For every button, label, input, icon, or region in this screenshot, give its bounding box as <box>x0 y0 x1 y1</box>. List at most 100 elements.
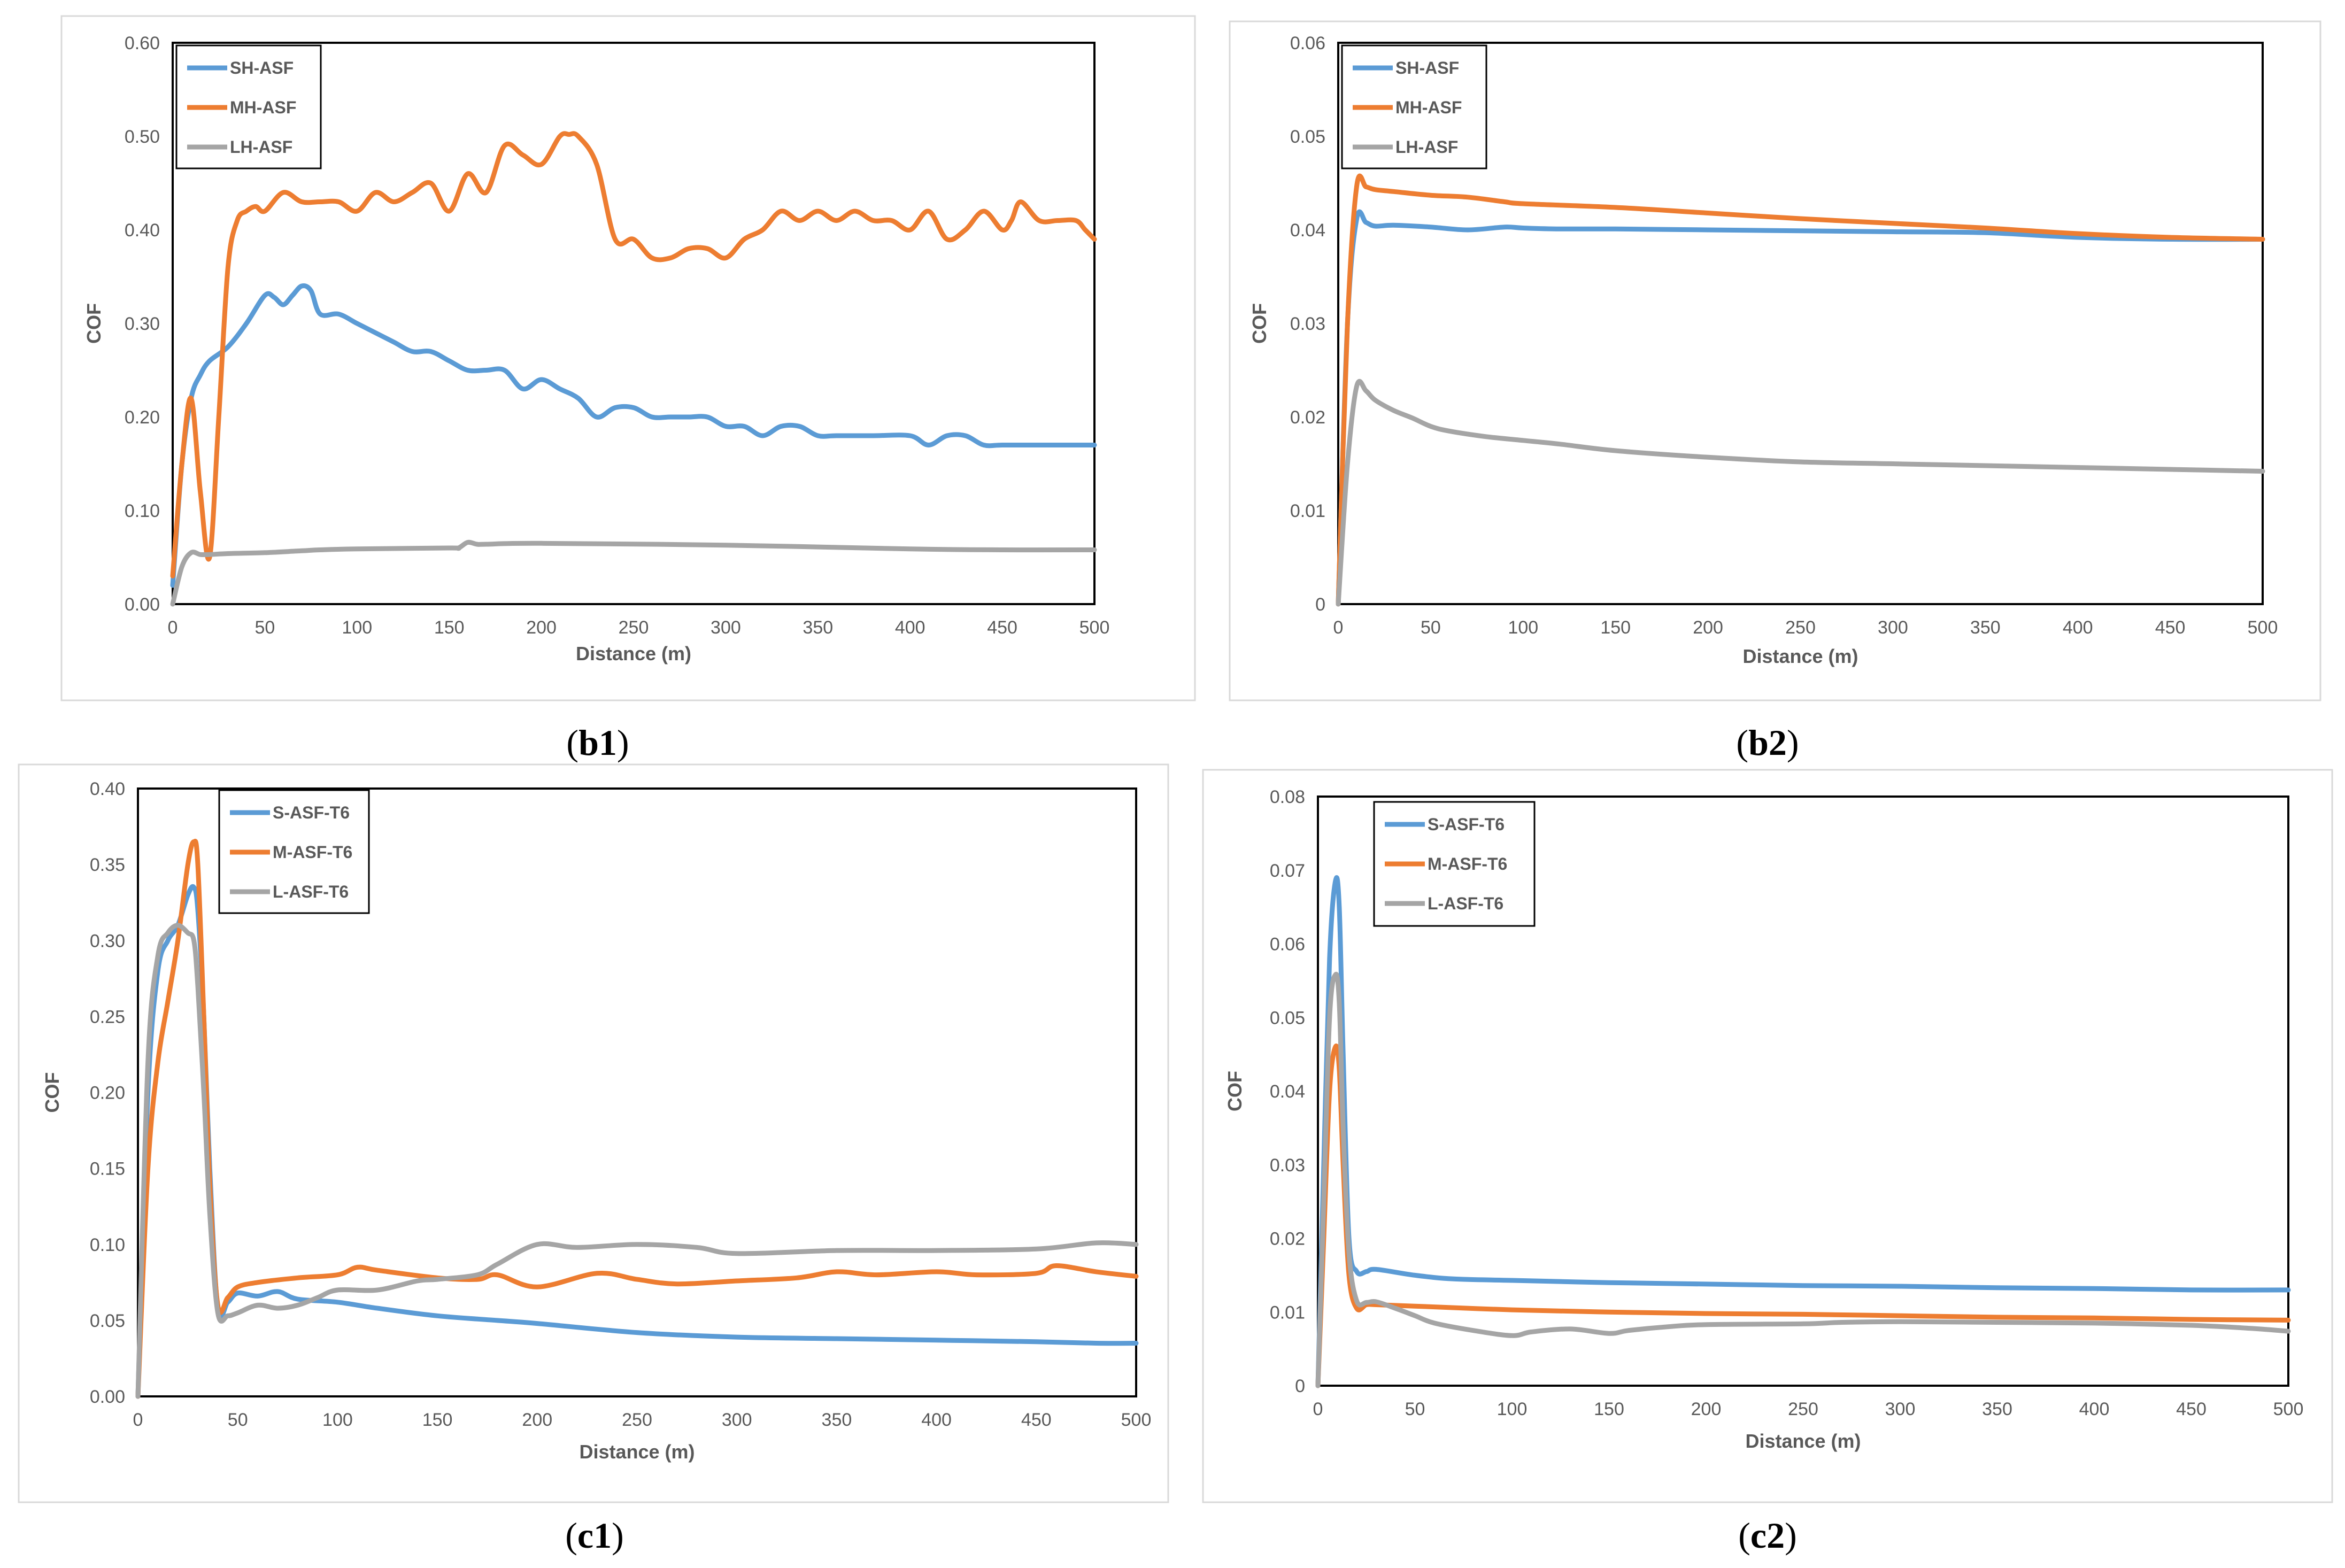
y-axis-title: COF <box>1248 303 1270 344</box>
y-tick-label: 0 <box>1315 594 1325 615</box>
panel-caption: (c1) <box>565 1515 624 1556</box>
y-tick-label: 0.04 <box>1290 220 1325 241</box>
series-line-mh-asf <box>170 131 1097 578</box>
x-tick-label: 400 <box>2079 1399 2110 1419</box>
legend-label: SH-ASF <box>230 58 294 78</box>
x-tick-label: 400 <box>895 617 925 638</box>
chart-panel-b2: 0 0.01 0.02 0.03 0.04 0.05 0.06 0 50 100 150 200 250… <box>1229 20 2321 763</box>
x-tick-label: 450 <box>987 617 1017 638</box>
panel-caption: (c2) <box>1738 1515 1797 1556</box>
series-line-l-asf-t6 <box>135 923 1139 1399</box>
y-tick-label: 0.25 <box>90 1007 125 1027</box>
caption-close-paren: ) <box>1785 1515 1797 1556</box>
y-tick-label: 0.01 <box>1290 501 1325 521</box>
x-tick-label: 100 <box>342 617 372 638</box>
x-tick-label: 350 <box>822 1410 852 1430</box>
legend-label: LH-ASF <box>230 137 292 157</box>
x-tick-label: 300 <box>711 617 741 638</box>
x-tick-label: 50 <box>228 1410 248 1430</box>
caption-close-paren: ) <box>617 722 629 763</box>
x-tick-label: 0 <box>168 617 178 638</box>
legend-label: S-ASF-T6 <box>1428 815 1505 834</box>
y-tick-label: 0.02 <box>1290 407 1325 428</box>
x-tick-label: 350 <box>1970 617 2001 638</box>
y-axis-title: COF <box>83 303 105 344</box>
y-tick-label: 0.00 <box>125 594 160 615</box>
y-tick-label: 0.02 <box>1270 1229 1305 1249</box>
y-tick-label: 0.04 <box>1270 1082 1305 1102</box>
legend-label: SH-ASF <box>1395 58 1459 78</box>
y-tick-label: 0.10 <box>90 1235 125 1255</box>
caption-label: b2 <box>1748 722 1787 763</box>
legend-label: S-ASF-T6 <box>273 803 350 822</box>
x-tick-label: 300 <box>1885 1399 1916 1419</box>
x-tick-label: 100 <box>322 1410 353 1430</box>
x-tick-label: 500 <box>2273 1399 2304 1419</box>
x-tick-label: 350 <box>803 617 833 638</box>
series-line-l-asf-t6 <box>1315 971 2291 1388</box>
chart-panel-c2: 0 0.01 0.02 0.03 0.04 0.05 0.06 0.07 0.08 0 50 100 1… <box>1202 769 2333 1556</box>
series-line-lh-asf <box>1336 379 2265 607</box>
x-axis-title: Distance (m) <box>579 1441 695 1463</box>
y-axis-title: COF <box>1224 1071 1246 1111</box>
y-tick-label: 0.40 <box>125 220 160 241</box>
y-tick-label: 0.03 <box>1290 314 1325 334</box>
y-tick-label: 0.50 <box>125 127 160 147</box>
x-tick-label: 500 <box>1121 1410 1152 1430</box>
y-tick-label: 0.05 <box>1270 1008 1305 1028</box>
caption-close-paren: ) <box>612 1515 624 1556</box>
x-tick-label: 200 <box>1691 1399 1722 1419</box>
legend-label: M-ASF-T6 <box>1428 854 1507 874</box>
legend-label: MH-ASF <box>230 98 296 117</box>
legend-label: L-ASF-T6 <box>1428 894 1503 913</box>
x-tick-label: 150 <box>1600 617 1631 638</box>
series-line-mh-asf <box>1336 173 2265 607</box>
series-line-m-asf-t6 <box>1315 1044 2291 1388</box>
y-tick-label: 0.05 <box>1290 127 1325 147</box>
legend-label: MH-ASF <box>1395 98 1462 117</box>
caption-label: c2 <box>1750 1515 1785 1556</box>
y-tick-label: 0.60 <box>125 33 160 53</box>
y-tick-label: 0.30 <box>125 314 160 334</box>
series-line-m-asf-t6 <box>135 838 1139 1399</box>
y-tick-label: 0.05 <box>90 1311 125 1331</box>
y-tick-label: 0.07 <box>1270 861 1305 881</box>
plot-area <box>172 42 1096 605</box>
x-tick-label: 450 <box>1021 1410 1052 1430</box>
x-tick-label: 400 <box>2063 617 2093 638</box>
x-tick-label: 300 <box>722 1410 752 1430</box>
caption-close-paren: ) <box>1787 722 1799 763</box>
y-tick-label: 0.20 <box>90 1083 125 1103</box>
x-tick-label: 150 <box>422 1410 453 1430</box>
y-tick-label: 0.15 <box>90 1159 125 1179</box>
series-line-lh-asf <box>170 539 1097 607</box>
x-tick-label: 450 <box>2155 617 2186 638</box>
x-tick-label: 400 <box>921 1410 952 1430</box>
x-axis-title: Distance (m) <box>1742 645 1858 667</box>
caption-open-paren: ( <box>566 722 578 763</box>
x-tick-label: 200 <box>526 617 557 638</box>
series-line-s-asf-t6 <box>135 884 1139 1399</box>
chart-panel-b1: 0.00 0.10 0.20 0.30 0.40 0.50 0.60 0 50 100 150 200… <box>60 15 1196 763</box>
y-tick-label: 0.00 <box>90 1387 125 1407</box>
x-tick-label: 250 <box>1788 1399 1818 1419</box>
y-tick-label: 0.01 <box>1270 1302 1305 1323</box>
x-tick-label: 500 <box>1079 617 1110 638</box>
x-tick-label: 50 <box>1421 617 1441 638</box>
y-tick-label: 0.40 <box>90 779 125 799</box>
plot-area <box>1337 42 2264 605</box>
y-tick-label: 0.06 <box>1270 934 1305 955</box>
x-tick-label: 500 <box>2248 617 2278 638</box>
y-tick-label: 0 <box>1295 1376 1305 1396</box>
y-axis-title: COF <box>41 1072 63 1113</box>
x-tick-label: 350 <box>1982 1399 2012 1419</box>
y-tick-label: 0.06 <box>1290 33 1325 53</box>
x-tick-label: 250 <box>622 1410 652 1430</box>
y-tick-label: 0.35 <box>90 855 125 875</box>
y-tick-label: 0.03 <box>1270 1155 1305 1176</box>
y-tick-label: 0.08 <box>1270 787 1305 807</box>
x-tick-label: 0 <box>133 1410 143 1430</box>
x-tick-label: 100 <box>1508 617 1538 638</box>
panel-caption: (b1) <box>566 722 629 763</box>
